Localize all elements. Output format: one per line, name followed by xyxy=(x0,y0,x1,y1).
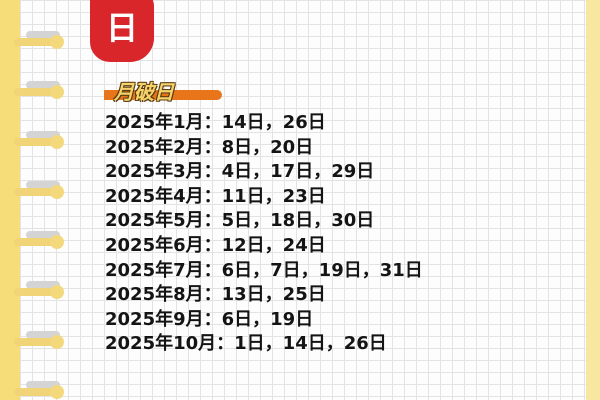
orange-swoosh xyxy=(104,90,222,100)
binder-ring xyxy=(14,181,64,199)
date-list: 2025年1月：14日，26日 2025年2月：8日，20日 2025年3月：4… xyxy=(105,111,423,357)
date-row: 2025年10月：1日，14日，26日 xyxy=(105,333,387,355)
section-label-text: 月破日 xyxy=(114,80,174,104)
binder-ring xyxy=(14,331,64,349)
binder-ring xyxy=(14,381,64,399)
binder-ring xyxy=(14,81,64,99)
date-row: 2025年6月：12日，24日 xyxy=(105,234,326,256)
binder-ring xyxy=(14,131,64,149)
red-seal: 日 xyxy=(90,0,154,62)
binder-ring xyxy=(14,231,64,249)
binder-ring xyxy=(14,31,64,49)
date-row: 2025年7月：6日，7日，19日，31日 xyxy=(105,259,423,281)
binder-ring xyxy=(14,281,64,299)
date-row: 2025年1月：14日，26日 xyxy=(105,112,326,133)
section-label: 月破日 xyxy=(104,76,224,104)
notebook-spine xyxy=(0,0,20,400)
date-row: 2025年3月：4日，17日，29日 xyxy=(105,161,375,183)
date-row: 2025年4月：11日，23日 xyxy=(105,185,326,207)
date-row: 2025年9月：6日，19日 xyxy=(105,308,314,330)
grid-paper xyxy=(20,0,586,400)
seal-char: 日 xyxy=(105,9,138,47)
date-row: 2025年5月：5日，18日，30日 xyxy=(105,210,375,232)
date-row: 2025年2月：8日，20日 xyxy=(105,136,314,158)
date-row: 2025年8月：13日，25日 xyxy=(105,284,326,306)
